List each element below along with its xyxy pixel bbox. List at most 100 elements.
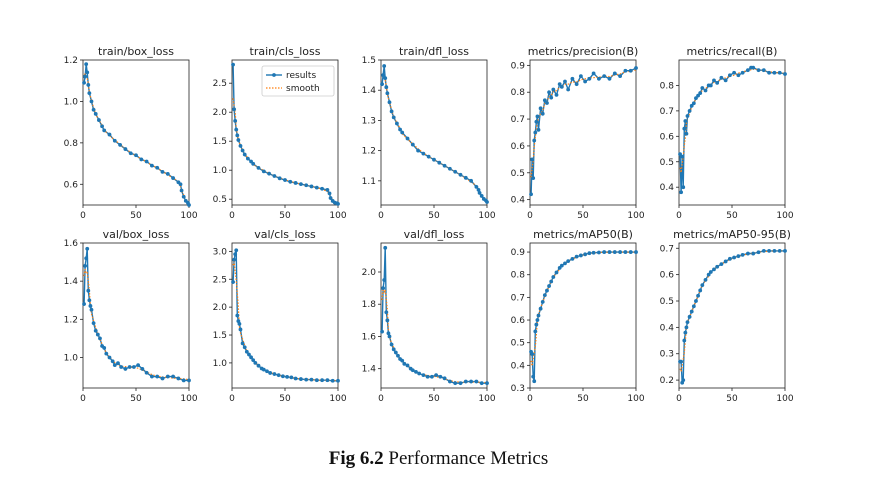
data-point xyxy=(485,200,489,204)
data-point xyxy=(583,79,588,84)
data-point xyxy=(442,376,447,381)
data-point xyxy=(233,252,238,257)
data-point xyxy=(549,95,554,100)
data-point xyxy=(123,367,128,371)
series-smooth-line xyxy=(232,261,339,382)
data-point xyxy=(469,178,473,183)
data-point xyxy=(591,250,596,255)
data-point xyxy=(251,161,256,166)
data-point xyxy=(187,203,191,207)
data-point xyxy=(244,349,249,354)
data-point xyxy=(387,334,392,339)
data-point xyxy=(299,182,303,187)
data-point xyxy=(91,107,96,112)
chart-train-dfl-loss: train/dfl_loss 0 50 100 1.1 1.2 1.3 1.4 1.5 xyxy=(362,45,496,221)
data-point xyxy=(533,130,538,135)
data-point xyxy=(628,250,633,254)
series-results-line xyxy=(530,67,637,195)
data-point xyxy=(708,270,713,274)
data-point xyxy=(574,254,579,259)
series-smooth-line xyxy=(679,68,786,173)
x-tick-label: 0 xyxy=(527,394,533,404)
data-point xyxy=(87,91,92,96)
data-point xyxy=(325,378,330,383)
y-tick-label: 1.4 xyxy=(362,365,377,375)
data-point xyxy=(696,93,700,98)
plot-frame xyxy=(529,59,637,206)
x-tick-label: 50 xyxy=(428,211,440,221)
y-tick-label: 0.8 xyxy=(660,81,675,91)
data-point xyxy=(531,374,536,379)
data-point xyxy=(107,132,112,137)
data-point xyxy=(448,166,452,171)
chart-train-box-loss: train/box_loss 0 50 100 0.6 0.8 1.0 1.2 xyxy=(64,45,198,221)
data-point xyxy=(612,71,617,76)
data-point xyxy=(534,119,539,124)
chart-title: val/box_loss xyxy=(103,228,170,241)
x-tick-label: 0 xyxy=(80,211,86,221)
data-point xyxy=(534,322,539,327)
data-point xyxy=(634,66,638,70)
y-tick-label: 0.6 xyxy=(64,180,79,190)
y-tick-label: 0.5 xyxy=(511,339,525,349)
data-point xyxy=(84,256,89,261)
y-tick-label: 1.2 xyxy=(64,56,78,66)
data-point xyxy=(410,142,415,147)
data-point xyxy=(551,275,556,279)
data-point xyxy=(314,378,319,383)
data-point xyxy=(330,378,335,383)
data-point xyxy=(432,157,436,162)
data-point xyxy=(618,250,622,254)
data-point xyxy=(320,186,324,191)
series-results-line xyxy=(83,248,189,382)
data-point xyxy=(234,127,239,132)
series-smooth-line xyxy=(381,286,488,384)
chart-title: metrics/mAP50(B) xyxy=(533,228,633,241)
chart-metrics-map50-95-b: metrics/mAP50-95(B) 0 50 100 0.2 0.3 0.4 0.5 0.6… xyxy=(660,228,794,404)
legend-results-marker xyxy=(272,73,276,77)
data-point xyxy=(477,191,482,195)
data-point xyxy=(150,163,154,168)
data-point xyxy=(538,306,543,311)
x-tick-label: 0 xyxy=(676,394,682,404)
x-tick-label: 0 xyxy=(378,394,384,404)
data-point xyxy=(566,259,571,264)
y-tick-label: 1.0 xyxy=(64,353,79,363)
data-point xyxy=(712,267,716,272)
data-point xyxy=(242,152,247,157)
data-point xyxy=(276,373,281,378)
data-point xyxy=(458,172,463,177)
data-point xyxy=(540,300,545,304)
data-point xyxy=(715,264,720,269)
data-point xyxy=(474,184,479,189)
y-tick-label: 0.6 xyxy=(660,132,675,142)
data-point xyxy=(398,127,402,132)
data-point xyxy=(463,379,468,384)
data-point xyxy=(618,74,622,79)
data-point xyxy=(591,71,596,76)
y-tick-label: 0.3 xyxy=(660,350,674,360)
data-point xyxy=(682,338,687,343)
data-point xyxy=(171,176,176,180)
data-point xyxy=(384,85,389,90)
x-tick-label: 100 xyxy=(478,394,495,404)
series-results-line xyxy=(679,66,786,193)
chart-metrics-recall-b: metrics/recall(B) 0 50 100 0.4 0.5 0.6 0.7 0.8 xyxy=(660,45,794,221)
data-point xyxy=(387,100,392,105)
series-smooth-line xyxy=(83,269,190,381)
x-tick-label: 100 xyxy=(180,211,197,221)
data-point xyxy=(238,327,243,332)
data-point xyxy=(336,378,340,383)
data-point xyxy=(272,372,277,376)
data-point xyxy=(231,280,235,284)
y-tick-label: 2.0 xyxy=(362,268,377,278)
data-point xyxy=(681,378,686,382)
data-point xyxy=(602,250,607,254)
data-point xyxy=(421,151,426,156)
data-point xyxy=(723,259,728,264)
x-tick-label: 100 xyxy=(776,211,793,221)
data-point xyxy=(751,65,756,70)
data-point xyxy=(261,367,266,372)
data-point xyxy=(691,101,696,106)
plot-frame xyxy=(529,242,637,389)
